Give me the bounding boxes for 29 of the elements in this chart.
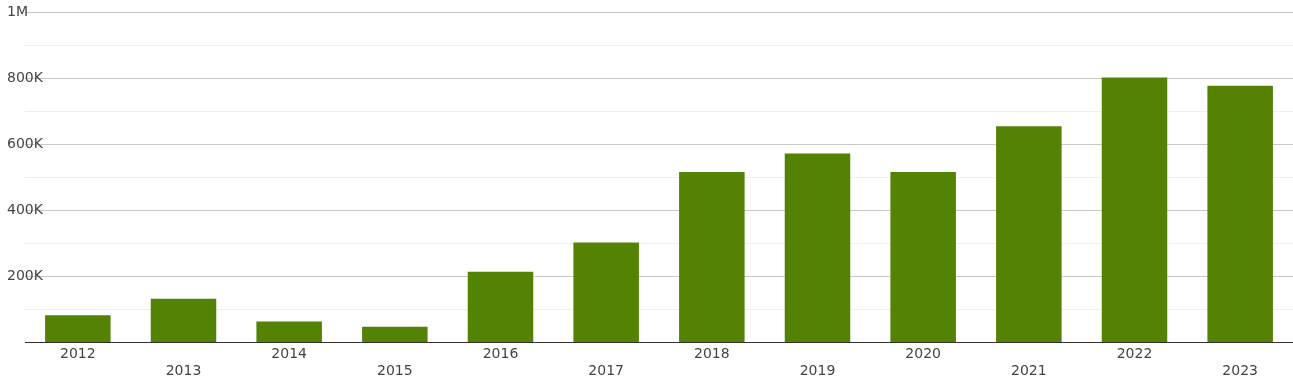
x-tick-label: 2012 — [60, 345, 96, 362]
x-tick-label: 2022 — [1116, 345, 1153, 362]
x-tick-label: 2014 — [271, 345, 308, 362]
x-tick-label: 2023 — [1222, 362, 1258, 379]
bar — [1207, 85, 1273, 342]
bar — [256, 321, 322, 342]
y-tick-label: 600K — [7, 134, 44, 151]
x-tick-label: 2021 — [1011, 362, 1047, 379]
x-tick-label: 2015 — [377, 362, 413, 379]
y-tick-label: 800K — [7, 68, 44, 85]
x-tick-label: 2018 — [694, 345, 730, 362]
x-tick-label: 2020 — [905, 345, 941, 362]
x-tick-label: 2013 — [165, 362, 202, 379]
bar — [150, 298, 217, 342]
bar — [45, 315, 111, 342]
x-tick-label: 2019 — [799, 362, 836, 379]
x-tick-label: 2016 — [482, 345, 519, 362]
bar — [890, 171, 956, 342]
y-tick-label: 200K — [7, 266, 44, 283]
bar — [784, 153, 851, 342]
y-tick-label: 1M — [7, 2, 28, 19]
bar — [996, 126, 1062, 342]
bar — [573, 242, 639, 342]
bar — [1101, 77, 1168, 342]
x-tick-label: 2017 — [588, 362, 624, 379]
y-tick-label: 400K — [7, 200, 44, 217]
bar — [467, 271, 534, 342]
bar — [362, 326, 428, 342]
bar — [679, 171, 745, 342]
